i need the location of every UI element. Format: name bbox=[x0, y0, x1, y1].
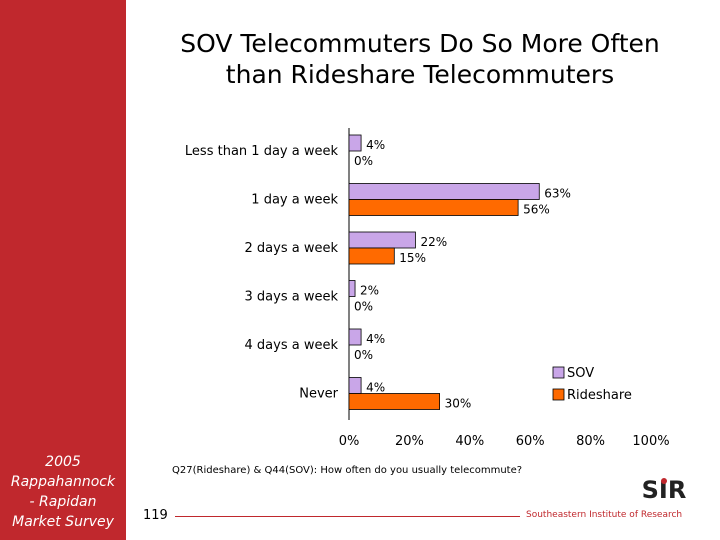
bar-sov bbox=[348, 183, 540, 200]
sidebar-band: 2005 Rappahannock - Rapidan Market Surve… bbox=[0, 0, 126, 540]
page-number: 119 bbox=[143, 508, 168, 523]
category-label: 2 days a week bbox=[245, 241, 339, 256]
data-label-sov: 4% bbox=[366, 332, 385, 346]
footer-divider bbox=[175, 516, 520, 517]
data-label-rideshare: 0% bbox=[354, 154, 373, 168]
slide-title: SOV Telecommuters Do So More Often than … bbox=[140, 28, 700, 90]
category-label: 4 days a week bbox=[245, 338, 339, 353]
bar-sov bbox=[348, 328, 362, 346]
bar-sov bbox=[348, 280, 356, 297]
x-tick-label: 20% bbox=[395, 434, 424, 449]
legend-label-rideshare: Rideshare bbox=[567, 388, 632, 403]
data-label-rideshare: 0% bbox=[354, 348, 373, 362]
bar-sov bbox=[348, 377, 362, 394]
legend-swatch-sov bbox=[552, 366, 565, 379]
data-label-sov: 22% bbox=[420, 235, 447, 249]
bar-rideshare bbox=[348, 247, 395, 265]
title-line-1: SOV Telecommuters Do So More Often bbox=[180, 29, 660, 58]
category-label: Never bbox=[299, 387, 338, 402]
x-tick-label: 100% bbox=[632, 434, 669, 449]
data-label-sov: 4% bbox=[366, 138, 385, 152]
question-caption: Q27(Rideshare) & Q44(SOV): How often do … bbox=[172, 465, 523, 476]
data-label-sov: 63% bbox=[544, 187, 571, 201]
bar-sov bbox=[348, 231, 416, 249]
bar-sov bbox=[348, 134, 362, 152]
title-line-2: than Rideshare Telecommuters bbox=[225, 60, 615, 89]
legend-label-sov: SOV bbox=[567, 366, 594, 381]
bar-rideshare bbox=[348, 199, 519, 216]
bar-rideshare bbox=[348, 393, 440, 410]
x-tick-label: 40% bbox=[455, 434, 484, 449]
data-label-sov: 2% bbox=[360, 284, 379, 298]
x-tick-label: 60% bbox=[516, 434, 545, 449]
category-label: Less than 1 day a week bbox=[185, 144, 339, 159]
organization-name: Southeastern Institute of Research bbox=[526, 510, 683, 520]
x-tick-label: 0% bbox=[339, 434, 360, 449]
data-label-rideshare: 30% bbox=[445, 397, 472, 411]
category-label: 1 day a week bbox=[251, 193, 338, 208]
sir-logo: SIR bbox=[642, 476, 687, 502]
data-label-rideshare: 0% bbox=[354, 300, 373, 314]
category-label: 3 days a week bbox=[245, 290, 339, 305]
survey-label: 2005 Rappahannock - Rapidan Market Surve… bbox=[10, 454, 116, 530]
data-label-rideshare: 15% bbox=[399, 251, 426, 265]
legend-swatch-rideshare bbox=[552, 388, 565, 401]
data-label-sov: 4% bbox=[366, 381, 385, 395]
x-tick-label: 80% bbox=[576, 434, 605, 449]
data-label-rideshare: 56% bbox=[523, 203, 550, 217]
logo-dot bbox=[661, 478, 667, 484]
